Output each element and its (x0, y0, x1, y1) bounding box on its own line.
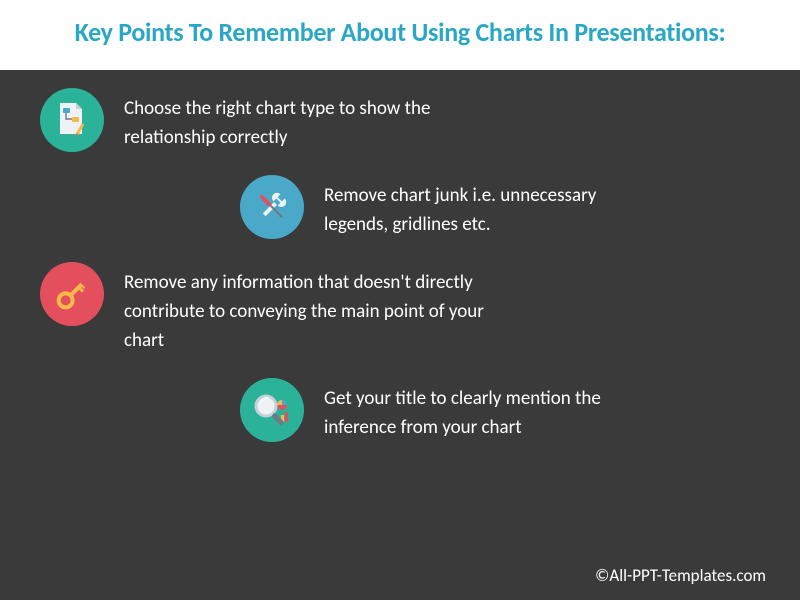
credit-text: ©All-PPT-Templates.com (595, 565, 766, 586)
point-3-text: Remove any information that doesn't dire… (124, 262, 524, 356)
point-4: Get your title to clearly mention the in… (240, 378, 760, 443)
title-banner: Key Points To Remember About Using Chart… (0, 0, 800, 70)
point-3: Remove any information that doesn't dire… (40, 262, 760, 356)
point-4-text: Get your title to clearly mention the in… (324, 378, 654, 443)
point-2-text: Remove chart junk i.e. unnecessary legen… (324, 175, 644, 240)
key-icon (40, 262, 104, 326)
document-chart-icon (40, 88, 104, 152)
tools-icon (240, 175, 304, 239)
point-1-text: Choose the right chart type to show the … (124, 88, 494, 153)
point-1: Choose the right chart type to show the … (40, 88, 760, 153)
magnify-chart-icon (240, 378, 304, 442)
page-title: Key Points To Remember About Using Chart… (40, 16, 760, 50)
content-area: Choose the right chart type to show the … (0, 70, 800, 443)
point-2: Remove chart junk i.e. unnecessary legen… (240, 175, 760, 240)
